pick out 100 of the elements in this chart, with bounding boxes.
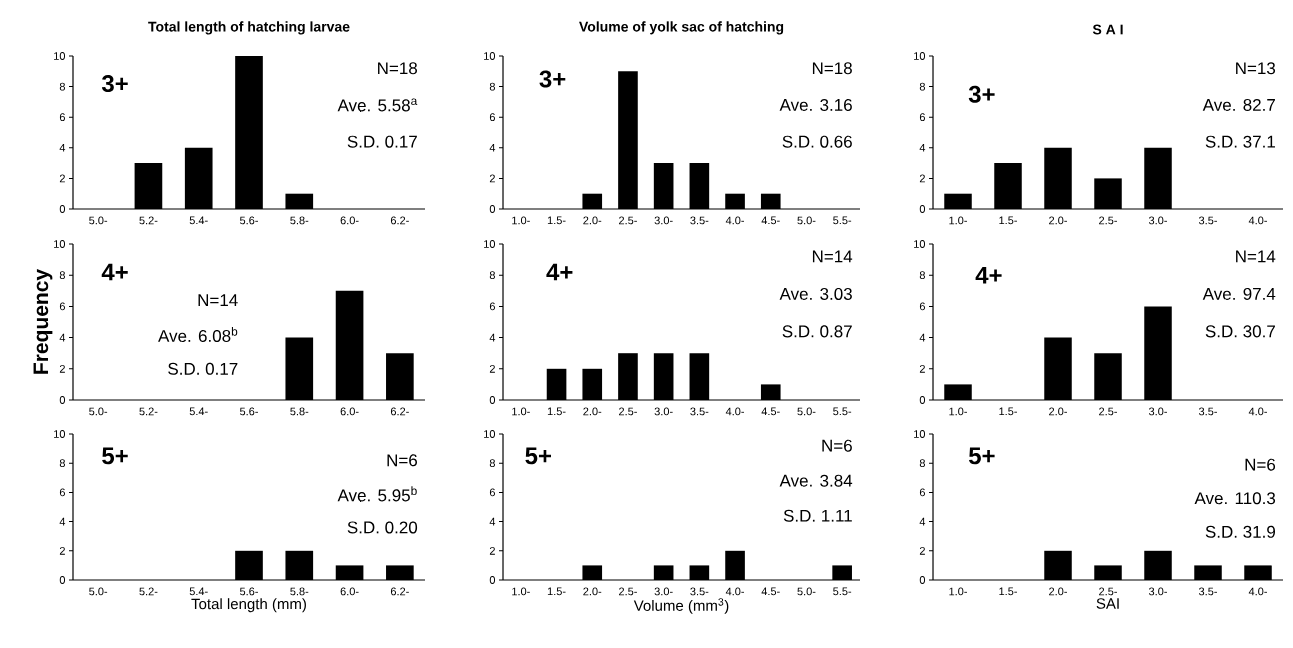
y-tick-label: 4	[489, 517, 496, 526]
annotation: N=18	[812, 62, 852, 75]
x-tick-label: 1.5-	[999, 216, 1017, 225]
annotation: Ave. 5.58$^{a}$	[337, 98, 418, 112]
x-tick-label: 4.0-	[1248, 216, 1267, 225]
x-tick-label: 6.0-	[340, 587, 359, 596]
x-tick-label: 5.0-	[797, 216, 816, 225]
x-tick-label: 5.6-	[239, 216, 258, 225]
annotation: S.D. 0.17	[168, 362, 238, 375]
annotation: 3+	[539, 70, 566, 88]
x-tick-label: 4.5-	[761, 587, 780, 596]
x-tick-label: 2.0-	[583, 216, 602, 225]
x-tick-label: 5.0-	[797, 587, 816, 596]
annotation: S.D. 1.11	[783, 509, 852, 522]
y-tick-label: 8	[489, 459, 495, 468]
y-tick-label: 6	[489, 488, 495, 497]
y-tick-label: 0	[919, 396, 926, 404]
x-tick-label: 6.0-	[340, 216, 359, 225]
x-tick-label: 4.5-	[761, 216, 780, 225]
x-tick-label: 6.2-	[390, 587, 409, 596]
annotation: S.D. 0.17	[347, 135, 417, 148]
x-tick-label: 1.0-	[949, 216, 967, 225]
y-tick-label: 0	[489, 205, 496, 213]
y-tick-label: 0	[489, 576, 496, 584]
x-tick-label: 5.0-	[89, 216, 108, 225]
x-tick-label: 2.5-	[619, 407, 637, 416]
y-tick-label: 10	[484, 430, 496, 438]
x-tick-label: 5.0-	[797, 407, 816, 416]
x-tick-label: 3.0-	[1148, 216, 1167, 225]
annotation: 5+	[102, 447, 128, 465]
y-tick-label: 0	[489, 396, 496, 404]
x-tick-label: 2.0-	[583, 587, 602, 596]
y-tick-label: 4	[59, 144, 66, 152]
x-tick-label: 1.0-	[949, 407, 967, 416]
x-tick-label: 5.4-	[189, 587, 208, 596]
x-tick-label: 3.5-	[690, 216, 709, 225]
y-tick-label: 10	[914, 52, 926, 60]
y-tick-label: 10	[914, 240, 926, 248]
x-tick-label: 1.0-	[512, 587, 530, 596]
y-tick-label: 4	[919, 333, 926, 342]
x-tick-label: 4.0-	[725, 216, 745, 225]
y-tick-label: 6	[919, 302, 925, 311]
x-tick-label: 4.0-	[1248, 407, 1267, 416]
x-tick-label: 4.0-	[725, 587, 745, 596]
x-tick-label: 3.0-	[1148, 407, 1167, 416]
y-tick-label: 0	[59, 576, 66, 584]
annotation: N=6	[387, 454, 418, 467]
y-tick-label: 10	[914, 430, 926, 438]
x-tick-label: 5.0-	[89, 587, 108, 596]
annotation: N=6	[822, 439, 852, 452]
y-tick-label: 8	[59, 459, 65, 468]
annotation: N=6	[1245, 458, 1276, 471]
y-tick-label: 6	[489, 113, 495, 122]
x-axis-title: Volume (mm$^{3}$)	[633, 598, 729, 614]
y-tick-label: 4	[489, 144, 496, 152]
x-tick-label: 3.0-	[654, 587, 673, 596]
x-tick-label: 1.0-	[512, 216, 530, 225]
y-tick-label: 2	[919, 174, 925, 183]
annotation: Ave. 110.3	[1194, 492, 1276, 505]
y-tick-label: 0	[59, 396, 66, 404]
y-tick-label: 4	[919, 517, 926, 526]
x-tick-label: 5.8-	[290, 407, 309, 416]
y-tick-label: 10	[54, 52, 66, 60]
chart-title: Volume of yolk sac of hatching	[579, 21, 784, 35]
y-tick-label: 10	[54, 430, 66, 438]
x-axis-title: Total length (mm)	[191, 598, 306, 613]
annotation: Ave. 97.4	[1202, 287, 1276, 300]
x-tick-label: 2.5-	[619, 587, 637, 596]
y-tick-label: 6	[489, 302, 495, 311]
y-tick-label: 6	[59, 488, 65, 497]
annotation: 4+	[101, 263, 128, 281]
x-tick-label: 1.5-	[999, 407, 1017, 416]
x-tick-label: 3.5-	[1198, 216, 1217, 225]
y-tick-label: 0	[59, 205, 66, 213]
x-tick-label: 2.0-	[583, 407, 602, 416]
x-tick-label: 3.0-	[654, 407, 673, 416]
x-tick-label: 2.5-	[619, 216, 637, 225]
y-tick-label: 8	[919, 271, 925, 280]
y-tick-label: 2	[59, 546, 65, 555]
y-tick-label: 2	[59, 174, 65, 183]
x-tick-label: 2.0-	[1049, 587, 1067, 596]
annotation: S.D. 37.1	[1205, 135, 1275, 148]
y-tick-label: 0	[919, 205, 926, 213]
y-tick-label: 8	[59, 271, 65, 280]
annotation: S.D. 31.9	[1205, 525, 1275, 538]
x-axis-title: SAI	[1096, 598, 1119, 609]
x-tick-label: 6.2-	[390, 216, 409, 225]
annotation: 5+	[525, 447, 551, 465]
x-tick-label: 2.5-	[1099, 407, 1117, 416]
x-tick-label: 2.0-	[1049, 407, 1067, 416]
y-tick-label: 8	[919, 459, 925, 468]
x-tick-label: 6.0-	[340, 407, 359, 416]
y-tick-label: 6	[59, 302, 65, 311]
y-tick-label: 8	[489, 82, 495, 91]
annotation: S.D. 30.7	[1205, 325, 1275, 338]
annotation: S.D. 0.20	[347, 521, 418, 534]
y-tick-label: 4	[919, 144, 926, 152]
x-tick-label: 1.5-	[547, 407, 566, 416]
annotation: Ave. 3.03	[779, 287, 852, 300]
y-tick-label: 0	[919, 576, 926, 584]
